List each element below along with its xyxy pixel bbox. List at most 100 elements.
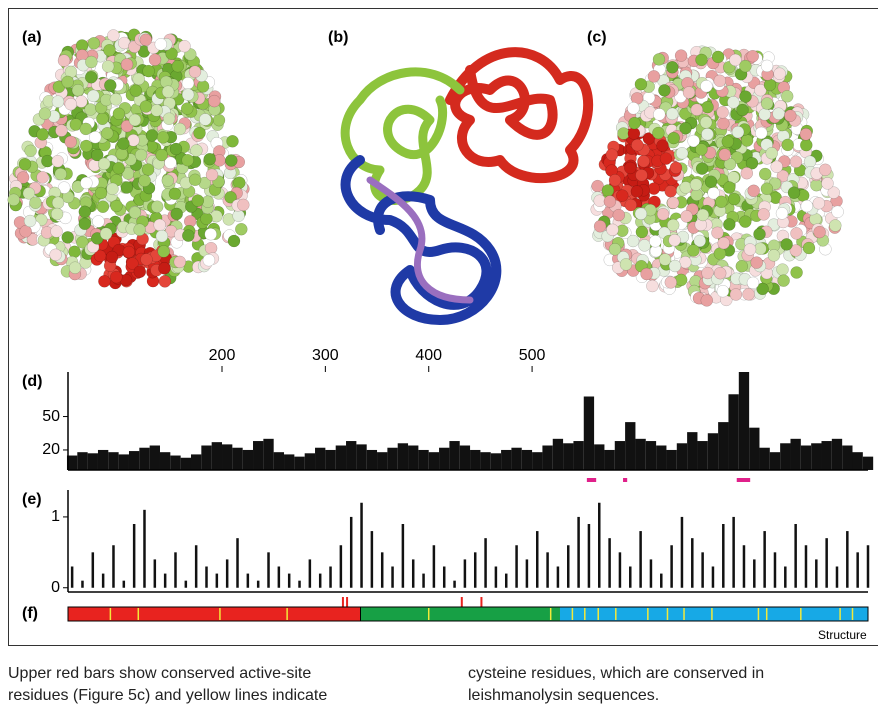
atom — [158, 262, 170, 274]
bar — [863, 457, 873, 470]
bar — [790, 439, 800, 470]
atom — [813, 197, 825, 209]
bar — [205, 567, 208, 588]
atom — [69, 246, 81, 258]
bar — [856, 552, 859, 587]
bar — [88, 453, 98, 470]
atom — [133, 73, 145, 85]
bar — [315, 448, 325, 470]
atom — [52, 197, 64, 209]
bar — [216, 574, 219, 588]
bar — [81, 581, 84, 588]
bar — [563, 443, 573, 470]
atom — [624, 162, 636, 174]
bar — [164, 574, 167, 588]
bar — [429, 452, 439, 470]
atom — [744, 244, 756, 256]
atom — [194, 127, 206, 139]
atom — [754, 228, 766, 240]
bar — [770, 452, 780, 470]
atom — [638, 155, 650, 167]
atom — [717, 285, 729, 297]
atom — [791, 267, 803, 279]
atom — [609, 243, 621, 255]
bar — [722, 524, 725, 588]
bar — [422, 574, 425, 588]
atom — [174, 256, 186, 268]
bar — [687, 432, 697, 470]
bar — [133, 524, 136, 588]
atom — [163, 113, 175, 125]
atom — [778, 275, 790, 287]
bar — [123, 581, 126, 588]
atom — [790, 156, 802, 168]
atom — [182, 89, 194, 101]
panel-label: (c) — [587, 29, 607, 46]
atom — [602, 185, 614, 197]
atom — [728, 193, 740, 205]
x-tick-label: 200 — [209, 347, 236, 364]
atom — [233, 210, 245, 222]
atom — [97, 201, 109, 213]
atom — [743, 288, 755, 300]
atom — [761, 183, 773, 195]
atom — [113, 162, 125, 174]
atom — [727, 96, 739, 108]
bar — [325, 450, 335, 470]
atom — [646, 280, 658, 292]
atom — [87, 90, 99, 102]
bar — [846, 531, 849, 588]
atom — [739, 60, 751, 72]
bar — [346, 441, 356, 470]
atom — [169, 188, 181, 200]
atom — [613, 209, 625, 221]
bar — [480, 452, 490, 470]
atom — [800, 128, 812, 140]
bar — [491, 453, 501, 470]
atom — [19, 158, 31, 170]
atom — [788, 187, 800, 199]
atom — [69, 262, 81, 274]
atom — [774, 68, 786, 80]
bar — [867, 545, 870, 588]
atom — [676, 147, 688, 159]
atom — [771, 161, 783, 173]
atom — [758, 208, 770, 220]
bar — [402, 524, 405, 588]
bar — [557, 567, 560, 588]
atom — [129, 207, 141, 219]
atom — [104, 44, 116, 56]
bar — [236, 538, 239, 588]
bar — [718, 422, 728, 470]
bar — [825, 538, 828, 588]
atom — [116, 148, 128, 160]
atom — [697, 209, 709, 221]
atom — [669, 234, 681, 246]
atom — [37, 171, 49, 183]
atom — [174, 123, 186, 135]
atom — [228, 235, 240, 247]
y-tick-label: 1 — [51, 508, 60, 525]
atom — [722, 136, 734, 148]
atom — [719, 149, 731, 161]
atom — [149, 54, 161, 66]
atom — [121, 59, 133, 71]
bar — [443, 567, 446, 588]
atom — [715, 196, 727, 208]
bar — [656, 446, 666, 471]
atom — [135, 149, 147, 161]
atom — [800, 139, 812, 151]
bar — [495, 567, 498, 588]
caption-line: cysteine residues, which are conserved i… — [468, 665, 764, 682]
atom — [189, 174, 201, 186]
bar — [732, 517, 735, 588]
atom — [110, 271, 122, 283]
atom — [718, 237, 730, 249]
bar — [243, 450, 253, 470]
atom — [653, 108, 665, 120]
bar — [784, 567, 787, 588]
bar — [191, 454, 201, 470]
panel-label: (f) — [22, 605, 38, 622]
atom — [652, 127, 664, 139]
